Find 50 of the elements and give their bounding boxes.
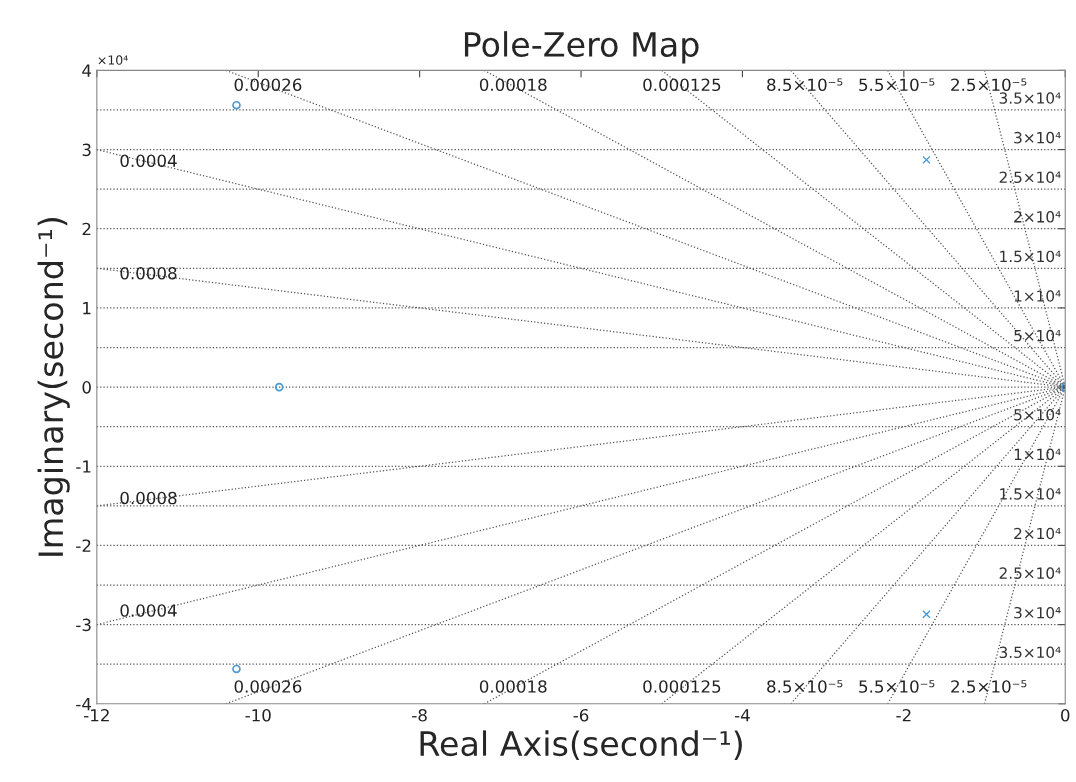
annotation: 5.5×10⁻⁵ bbox=[859, 680, 935, 693]
annotation: 0.0004 bbox=[120, 604, 177, 617]
y-tick-label: 2 bbox=[82, 222, 91, 236]
ref-line-label: 3.5×10⁴ bbox=[999, 92, 1061, 104]
y-axis-title: Imaginary(second⁻¹) bbox=[37, 217, 70, 556]
y-tick-label: -3 bbox=[76, 618, 91, 632]
ref-line-label: 2×10⁴ bbox=[1014, 211, 1061, 223]
x-axis-title: Real Axis(second⁻¹) bbox=[420, 730, 742, 761]
ref-line-label: 3×10⁴ bbox=[1014, 131, 1061, 144]
annotation: 0.0008 bbox=[120, 266, 177, 280]
ref-line-label: 2.5×10⁴ bbox=[999, 171, 1061, 184]
annotation: 0.0004 bbox=[120, 154, 177, 168]
annotation: 0.00026 bbox=[234, 78, 302, 92]
ref-line-label: 1.5×10⁴ bbox=[1000, 250, 1061, 263]
text: ×10⁴ bbox=[98, 55, 128, 65]
ref-line-label: 3×10⁴ bbox=[1014, 606, 1061, 619]
annotation: 0.000125 bbox=[643, 78, 721, 92]
annotation: 5.5×10⁻⁵ bbox=[859, 78, 935, 92]
annotation: 8.5×10⁻⁵ bbox=[767, 680, 843, 693]
ref-line-label: 5×10⁴ bbox=[1014, 409, 1061, 421]
x-tick-label: -12 bbox=[84, 708, 109, 722]
ref-line-label: 1.5×10⁴ bbox=[1000, 488, 1061, 500]
annotation: 0.00018 bbox=[479, 78, 547, 92]
ref-line-label: 2.5×10⁴ bbox=[999, 567, 1061, 579]
annotation: 0.0008 bbox=[120, 491, 177, 505]
chart-title: Pole-Zero Map bbox=[464, 31, 699, 64]
y-tick-label: 0 bbox=[82, 381, 91, 394]
annotation: 0.000125 bbox=[643, 680, 721, 693]
y-tick-label: -4 bbox=[76, 697, 92, 711]
ref-line-label: 5×10⁴ bbox=[1014, 329, 1061, 342]
y-tick-label: 1 bbox=[83, 302, 91, 315]
x-tick-label: -10 bbox=[245, 708, 271, 722]
annotation: 0.00018 bbox=[479, 680, 547, 693]
x-tick-label: -4 bbox=[734, 709, 750, 722]
x-tick-label: -2 bbox=[896, 708, 911, 722]
x-tick-label: -8 bbox=[412, 708, 427, 722]
ref-line-label: 2×10⁴ bbox=[1014, 527, 1061, 540]
ref-line-label: 3.5×10⁴ bbox=[999, 646, 1061, 659]
ref-line-label: 1×10⁴ bbox=[1014, 448, 1061, 461]
y-tick-label: -2 bbox=[76, 539, 91, 552]
annotation: 2.5×10⁻⁵ bbox=[951, 78, 1027, 92]
x-tick-label: 0 bbox=[1061, 708, 1070, 722]
annotation: 0.00026 bbox=[234, 680, 302, 693]
x-tick-label: -6 bbox=[573, 708, 589, 722]
annotation: 2.5×10⁻⁵ bbox=[951, 680, 1027, 693]
y-tick-label: 3 bbox=[82, 143, 91, 157]
y-tick-label: -1 bbox=[76, 460, 91, 473]
y-tick-label: 4 bbox=[82, 64, 92, 77]
annotation: 8.5×10⁻⁵ bbox=[767, 78, 843, 92]
ref-line-label: 1×10⁴ bbox=[1014, 290, 1061, 302]
